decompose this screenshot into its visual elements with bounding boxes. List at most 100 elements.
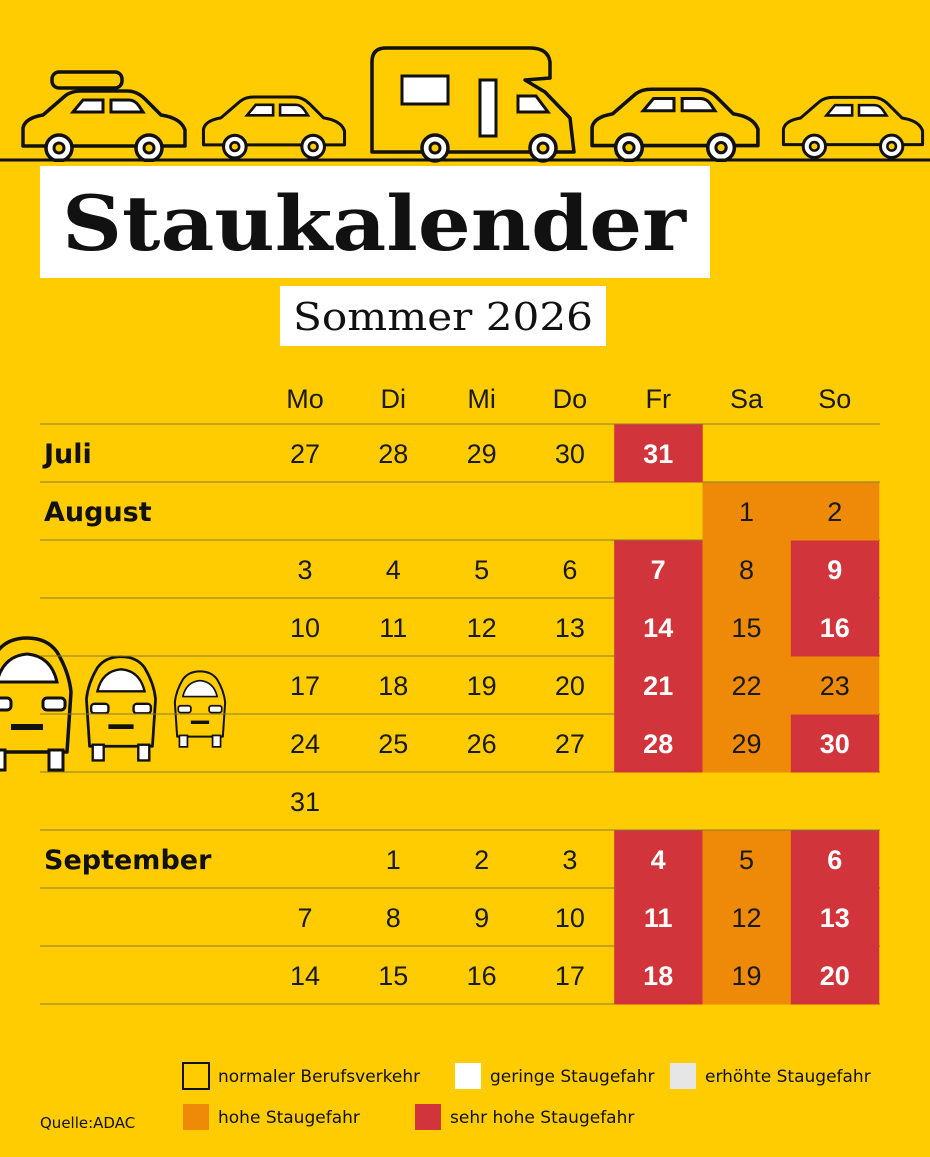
day-number: 9 <box>474 903 489 933</box>
day-number: 14 <box>290 961 320 991</box>
day-number: 5 <box>739 845 754 875</box>
day-number: 20 <box>555 671 585 701</box>
day-number: 2 <box>474 845 489 875</box>
cell-highlight <box>790 656 880 715</box>
day-number: 31 <box>643 439 673 469</box>
day-number: 10 <box>290 613 320 643</box>
legend-swatch <box>455 1063 481 1089</box>
day-number: 7 <box>651 555 666 585</box>
title: Staukalender <box>62 179 687 268</box>
cell-highlight <box>790 540 880 599</box>
weekday: Fr <box>645 384 670 414</box>
car-illustrations <box>0 46 930 770</box>
cell-highlight <box>614 656 703 715</box>
day-number: 24 <box>290 729 320 759</box>
day-number: 6 <box>562 555 577 585</box>
cell-highlight <box>702 598 791 657</box>
day-number: 1 <box>739 497 754 527</box>
day-number: 8 <box>386 903 401 933</box>
cell-highlight <box>614 946 703 1005</box>
day-number: 4 <box>386 555 401 585</box>
day-number: 28 <box>378 439 408 469</box>
day-number: 2 <box>827 497 842 527</box>
day-number: 12 <box>731 903 761 933</box>
day-number: 29 <box>731 729 761 759</box>
day-number: 9 <box>827 555 842 585</box>
legend-label: erhöhte Staugefahr <box>705 1067 871 1087</box>
day-number: 21 <box>643 671 673 701</box>
cell-highlight <box>614 888 703 947</box>
day-number: 23 <box>820 671 850 701</box>
day-number: 17 <box>290 671 320 701</box>
cell-highlight <box>614 598 703 657</box>
weekday: So <box>818 384 851 414</box>
cell-highlight <box>790 946 880 1005</box>
legend-label: normaler Berufsverkehr <box>218 1067 420 1087</box>
day-number: 1 <box>386 845 401 875</box>
title-box <box>40 166 710 278</box>
legend-label: sehr hohe Staugefahr <box>450 1108 634 1128</box>
weekday: Di <box>381 384 407 414</box>
cell-highlight <box>702 830 791 889</box>
cell-highlight <box>702 482 791 541</box>
weekday: Mo <box>286 384 324 414</box>
legend-swatch <box>182 1062 210 1090</box>
day-number: 13 <box>820 903 850 933</box>
day-number: 4 <box>651 845 666 875</box>
cell-highlight <box>790 598 880 657</box>
month-label: Juli <box>42 439 92 470</box>
legend-swatch <box>670 1063 696 1089</box>
day-number: 27 <box>555 729 585 759</box>
day-number: 11 <box>379 613 407 643</box>
cell-highlight <box>614 714 703 773</box>
day-number: 11 <box>644 903 673 933</box>
day-number: 19 <box>731 961 761 991</box>
day-number: 26 <box>467 729 497 759</box>
day-number: 19 <box>467 671 497 701</box>
cell-highlight <box>790 714 880 773</box>
cell-highlight <box>790 888 880 947</box>
subtitle: Sommer 2026 <box>293 295 593 339</box>
cell-highlight <box>614 540 703 599</box>
cell-highlight <box>790 482 880 541</box>
day-number: 29 <box>467 439 497 469</box>
day-number: 30 <box>555 439 585 469</box>
day-number: 17 <box>555 961 585 991</box>
cell-highlight <box>614 830 703 889</box>
day-number: 5 <box>474 555 489 585</box>
day-number: 14 <box>643 613 673 643</box>
cell-highlight <box>702 946 791 1005</box>
weekday: Mi <box>467 384 496 414</box>
cell-highlight <box>790 830 880 889</box>
cell-highlight <box>702 656 791 715</box>
cell-highlight <box>702 888 791 947</box>
day-number: 3 <box>562 845 577 875</box>
day-number: 20 <box>820 961 850 991</box>
day-number: 27 <box>290 439 320 469</box>
day-number: 7 <box>297 903 312 933</box>
legend: normaler Berufsverkehr geringe Staugefahr… <box>182 1062 871 1130</box>
legend-swatch <box>183 1104 209 1130</box>
day-number: 18 <box>643 961 673 991</box>
cell-highlight <box>702 714 791 773</box>
legend-label: geringe Staugefahr <box>490 1067 654 1087</box>
day-number: 28 <box>643 729 673 759</box>
day-number: 22 <box>731 671 761 701</box>
day-number: 8 <box>739 555 754 585</box>
weekday: Do <box>553 384 588 414</box>
day-number: 31 <box>290 787 320 817</box>
day-number: 3 <box>297 555 312 585</box>
day-number: 15 <box>731 613 761 643</box>
day-number: 10 <box>555 903 585 933</box>
month-label: August <box>44 497 152 528</box>
day-number: 6 <box>827 845 842 875</box>
day-number: 25 <box>378 729 408 759</box>
subtitle-box <box>280 286 606 346</box>
month-label: September <box>44 845 212 876</box>
source: Quelle:ADAC <box>40 1114 135 1132</box>
day-number: 18 <box>378 671 408 701</box>
cell-highlight <box>614 424 703 483</box>
weekday: Sa <box>730 384 764 414</box>
